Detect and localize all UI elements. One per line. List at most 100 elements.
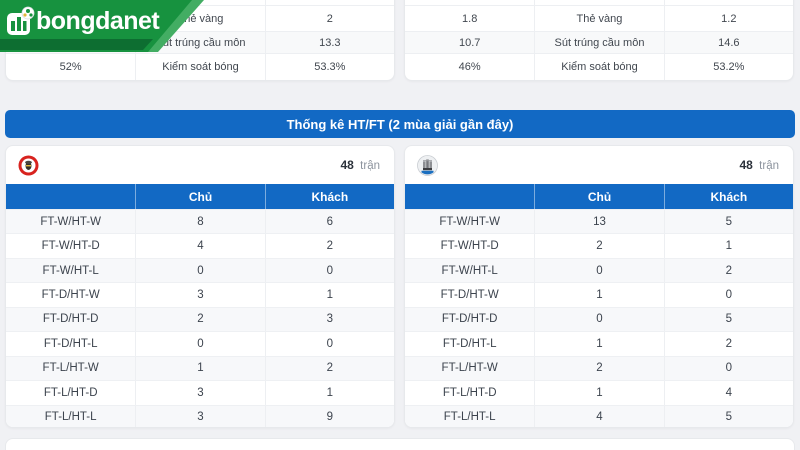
stat-row: 1.8 Thẻ vàng 1.2 xyxy=(405,5,793,31)
matches-number: 48 xyxy=(340,158,354,172)
column-header-away: Khách xyxy=(663,184,793,209)
home-count: 3 xyxy=(135,283,264,307)
result-label: FT-D/HT-D xyxy=(42,313,99,326)
table-row: FT-L/HT-W 1 2 xyxy=(6,355,394,381)
matches-unit: trận xyxy=(360,160,380,172)
table-row: FT-W/HT-D 2 1 xyxy=(405,233,793,258)
home-value: 46% xyxy=(458,61,481,73)
table-row: FT-D/HT-W 1 0 xyxy=(405,282,793,307)
table-row: FT-D/HT-W 3 1 xyxy=(6,282,394,307)
away-count: 3 xyxy=(264,307,394,332)
htft-panel-home: 48 trận Chủ Khách FT-W/HT-W 8 6 FT-W/HT-… xyxy=(5,145,395,428)
table-row: FT-D/HT-D 2 3 xyxy=(6,306,394,332)
matches-number: 48 xyxy=(739,158,753,172)
stat-row-partial xyxy=(405,0,793,5)
result-label: FT-D/HT-D xyxy=(441,313,498,326)
away-value: 1.2 xyxy=(663,6,793,31)
bongdanet-logo[interactable]: bongdanet xyxy=(0,0,212,52)
result-label: FT-W/HT-L xyxy=(441,264,498,277)
away-count: 0 xyxy=(663,356,793,381)
table-row: FT-L/HT-D 3 1 xyxy=(6,380,394,405)
table-row: FT-W/HT-W 13 5 xyxy=(405,209,793,234)
home-value: 10.7 xyxy=(458,36,481,49)
table-header-row: Chủ Khách xyxy=(405,184,793,209)
matches-count: 48 trận xyxy=(739,158,779,172)
home-count: 1 xyxy=(534,332,663,356)
result-label: FT-D/HT-L xyxy=(43,337,98,350)
stat-rows: 1.8 Thẻ vàng 1.2 10.7 Sút trúng cầu môn … xyxy=(405,5,793,80)
result-label: FT-L/HT-L xyxy=(44,411,97,424)
table-row: FT-W/HT-W 8 6 xyxy=(6,209,394,234)
home-count: 0 xyxy=(135,332,264,356)
away-count: 5 xyxy=(663,210,793,234)
column-header-home: Chủ xyxy=(534,184,663,209)
home-count: 3 xyxy=(135,405,264,427)
stat-row: 52% Kiểm soát bóng 53.3% xyxy=(6,53,394,80)
home-count: 8 xyxy=(135,210,264,234)
away-count: 0 xyxy=(264,258,394,283)
result-label: FT-L/HT-D xyxy=(442,386,497,399)
pre-match-stats-card-right: 1.8 Thẻ vàng 1.2 10.7 Sút trúng cầu môn … xyxy=(404,0,794,81)
logo-ribbon-shape xyxy=(0,0,204,52)
away-count: 1 xyxy=(264,283,394,307)
stat-label: Kiểm soát bóng xyxy=(135,54,264,80)
away-count: 5 xyxy=(663,307,793,332)
away-value: 53.3% xyxy=(264,54,394,80)
away-count: 1 xyxy=(663,234,793,258)
away-count: 0 xyxy=(264,332,394,356)
logo-wordmark: bongdanet xyxy=(36,7,160,35)
result-label: FT-L/HT-W xyxy=(441,362,498,375)
result-label: FT-D/HT-L xyxy=(442,337,497,350)
home-count: 0 xyxy=(135,258,264,283)
result-label: FT-W/HT-L xyxy=(42,264,99,277)
result-label: FT-D/HT-W xyxy=(41,289,100,302)
away-value: 53.2% xyxy=(663,54,793,80)
away-count: 2 xyxy=(663,258,793,283)
stat-row: 10.7 Sút trúng cầu môn 14.6 xyxy=(405,31,793,53)
home-count: 2 xyxy=(534,356,663,381)
away-value xyxy=(663,0,793,5)
result-label: FT-L/HT-L xyxy=(443,411,496,424)
table-row: FT-D/HT-L 1 2 xyxy=(405,331,793,356)
away-count: 6 xyxy=(264,210,394,234)
away-value: 2 xyxy=(264,6,394,31)
home-count: 4 xyxy=(534,405,663,427)
away-count: 2 xyxy=(264,234,394,258)
column-header-home: Chủ xyxy=(135,184,264,209)
home-count: 3 xyxy=(135,381,264,405)
home-count: 13 xyxy=(534,210,663,234)
table-row: FT-L/HT-L 3 9 xyxy=(6,404,394,427)
away-count: 4 xyxy=(663,381,793,405)
stat-row: 46% Kiểm soát bóng 53.2% xyxy=(405,53,793,80)
table-row: FT-W/HT-D 4 2 xyxy=(6,233,394,258)
result-label: FT-D/HT-W xyxy=(440,289,499,302)
result-label: FT-L/HT-D xyxy=(43,386,98,399)
home-count: 0 xyxy=(534,307,663,332)
table-row: FT-W/HT-L 0 2 xyxy=(405,257,793,283)
result-label: FT-W/HT-D xyxy=(41,240,100,253)
section-title-bar: Thống kê HT/FT (2 mùa giải gần đây) xyxy=(5,110,795,138)
table-row: FT-D/HT-D 0 5 xyxy=(405,306,793,332)
panel-header: 48 trận xyxy=(405,146,793,184)
htft-panel-away: 48 trận Chủ Khách FT-W/HT-W 13 5 FT-W/HT… xyxy=(404,145,794,428)
home-count: 2 xyxy=(135,307,264,332)
away-count: 2 xyxy=(264,356,394,381)
pre-match-stats-card-left: Thẻ vàng 2 Sút trúng cầu môn 13.3 52% Ki… xyxy=(5,0,395,81)
home-value: 52% xyxy=(59,61,82,73)
section-title: Thống kê HT/FT (2 mùa giải gần đây) xyxy=(286,116,514,132)
away-value: 14.6 xyxy=(663,32,793,53)
table-row: FT-L/HT-W 2 0 xyxy=(405,355,793,381)
table-row: FT-W/HT-L 0 0 xyxy=(6,257,394,283)
home-count: 2 xyxy=(534,234,663,258)
column-header-empty xyxy=(6,184,135,209)
bongdanet-logo-icon xyxy=(7,6,35,35)
away-value xyxy=(264,0,394,5)
result-label: FT-L/HT-W xyxy=(42,362,99,375)
away-count: 2 xyxy=(663,332,793,356)
column-header-empty xyxy=(405,184,534,209)
brentford-badge-icon xyxy=(18,155,39,175)
away-count: 9 xyxy=(264,405,394,427)
home-count: 4 xyxy=(135,234,264,258)
panel-header: 48 trận xyxy=(6,146,394,184)
home-count: 1 xyxy=(135,356,264,381)
